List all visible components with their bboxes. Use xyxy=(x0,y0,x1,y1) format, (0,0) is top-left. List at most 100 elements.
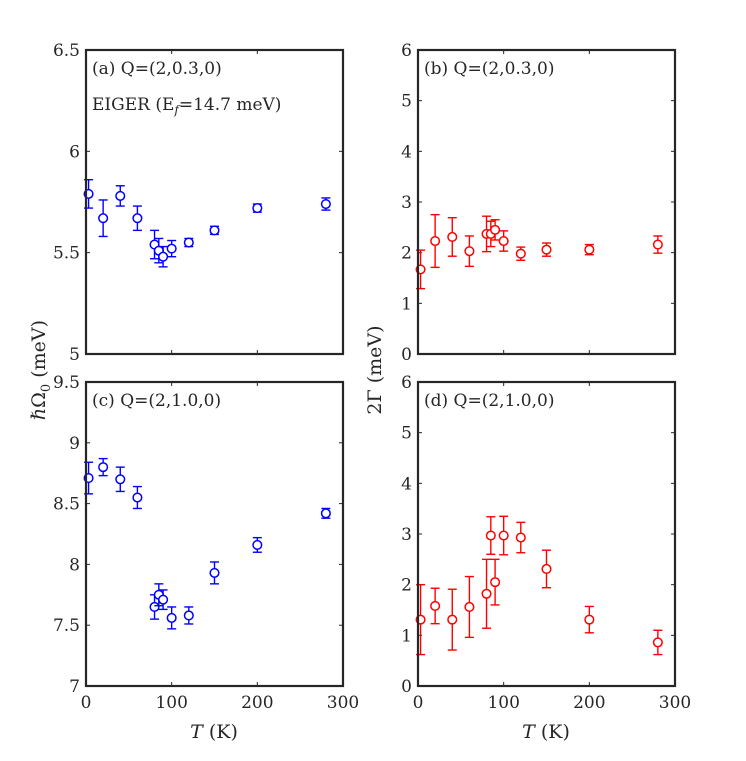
data-point-c-1 xyxy=(98,457,109,477)
data-point-c-2 xyxy=(115,466,126,493)
marker xyxy=(584,614,595,625)
data-point-d-6 xyxy=(490,558,501,606)
data-point-b-11 xyxy=(652,235,663,254)
x-tick-label: 100 xyxy=(155,693,187,713)
marker xyxy=(498,530,509,541)
marker xyxy=(464,246,475,257)
data-point-d-8 xyxy=(515,521,526,554)
data-point-c-4 xyxy=(149,594,160,620)
marker xyxy=(132,213,143,224)
x-axis-title-right: T (K) xyxy=(522,721,570,743)
marker xyxy=(158,594,169,605)
data-point-d-1 xyxy=(430,587,441,625)
marker xyxy=(158,251,169,262)
data-point-a-11 xyxy=(320,197,331,211)
marker xyxy=(490,224,501,235)
panel-label: (d) Q=(2,1.0,0) xyxy=(424,391,554,411)
marker xyxy=(320,508,331,519)
y-tick-label: 8.5 xyxy=(53,495,80,515)
data-point-b-6 xyxy=(490,219,501,241)
x-tick-label: 200 xyxy=(241,693,273,713)
marker xyxy=(447,231,458,243)
y-tick-label: 5 xyxy=(401,92,412,112)
data-point-a-9 xyxy=(209,225,220,236)
data-point-d-7 xyxy=(498,515,509,556)
data-point-a-10 xyxy=(252,203,263,214)
marker xyxy=(320,198,331,210)
marker xyxy=(98,462,109,473)
data-point-b-7 xyxy=(498,230,509,252)
x-tick-label: 0 xyxy=(81,693,92,713)
panel-d: 0 1 2 3 4 5 6 0 100 200 300 (d) Q=(2,1.0,0) xyxy=(401,373,691,713)
data-point-a-7 xyxy=(166,239,177,258)
y-tick-label: 7 xyxy=(69,677,80,697)
x-tick-label: 0 xyxy=(413,693,424,713)
panel-label: (c) Q=(2,1.0,0) xyxy=(92,391,221,411)
y-tick-label: 0 xyxy=(401,345,412,365)
data-point-b-10 xyxy=(584,243,595,256)
x-axis-title-left: T (K) xyxy=(190,721,238,743)
marker xyxy=(183,237,194,248)
marker xyxy=(115,190,126,201)
marker xyxy=(447,614,458,625)
y-tick-label: 2 xyxy=(401,576,412,596)
data-point-c-11 xyxy=(320,507,331,519)
panel-c: 7 7.5 8 8.5 9 9.5 0 100 200 300 (c) Q=(2,1.0,0) xyxy=(53,373,359,713)
marker xyxy=(209,567,220,578)
y-tick-label: 6 xyxy=(401,41,412,61)
axes-frame xyxy=(416,380,677,688)
data-point-a-8 xyxy=(183,237,194,248)
data-point-d-4 xyxy=(481,558,492,629)
y-tick-label: 8 xyxy=(69,555,80,575)
data-point-a-2 xyxy=(115,185,126,207)
data-point-d-9 xyxy=(541,549,552,589)
data-point-c-10 xyxy=(252,536,263,553)
y-tick-label: 1 xyxy=(401,294,412,314)
x-tick-label: 300 xyxy=(327,693,359,713)
data-point-a-1 xyxy=(98,199,109,238)
y-tick-label: 6 xyxy=(401,373,412,393)
y-tick-label: 1 xyxy=(401,626,412,646)
y-tick-label: 4 xyxy=(401,474,412,494)
marker xyxy=(652,239,663,250)
data-point-d-5 xyxy=(485,516,496,555)
y-axis-title-left: ℏΩ0 (meV) xyxy=(28,320,54,420)
marker xyxy=(515,532,526,543)
y-tick-label: 5 xyxy=(401,424,412,444)
panel-a: 5 5.5 6 6.5 (a) Q=(2,0.3,0) xyxy=(53,41,345,365)
marker xyxy=(541,244,552,255)
marker xyxy=(490,577,501,588)
marker xyxy=(498,235,509,247)
marker xyxy=(515,248,526,259)
marker xyxy=(464,601,475,613)
y-tick-label: 6 xyxy=(69,142,80,162)
data-point-b-8 xyxy=(515,246,526,261)
panel-label: (b) Q=(2,0.3,0) xyxy=(424,59,554,79)
marker xyxy=(430,235,441,247)
marker xyxy=(541,563,552,575)
marker xyxy=(115,474,126,485)
y-tick-label: 2 xyxy=(401,244,412,264)
y-tick-label: 9.5 xyxy=(53,373,80,393)
y-tick-label: 0 xyxy=(401,677,412,697)
panel-b: 0 1 2 3 4 5 6 (b) Q=(2,0.3,0) xyxy=(401,41,677,365)
data-point-b-1 xyxy=(430,213,441,269)
marker xyxy=(183,610,194,621)
y-tick-label: 9 xyxy=(69,434,80,454)
marker xyxy=(430,600,441,611)
y-tick-label: 3 xyxy=(401,525,412,545)
y-tick-label: 5.5 xyxy=(53,244,80,264)
panel-label: (a) Q=(2,0.3,0) xyxy=(92,59,222,79)
marker xyxy=(166,243,177,254)
data-point-b-9 xyxy=(541,242,552,257)
data-point-c-8 xyxy=(183,606,194,625)
instrument-annotation: EIGER (Ef=14.7 meV) xyxy=(92,95,281,117)
marker xyxy=(584,244,595,255)
axes-frame xyxy=(84,48,345,356)
data-point-d-2 xyxy=(447,588,458,651)
data-point-c-7 xyxy=(166,606,177,630)
data-point-c-9 xyxy=(209,561,220,585)
data-point-c-3 xyxy=(132,485,143,510)
